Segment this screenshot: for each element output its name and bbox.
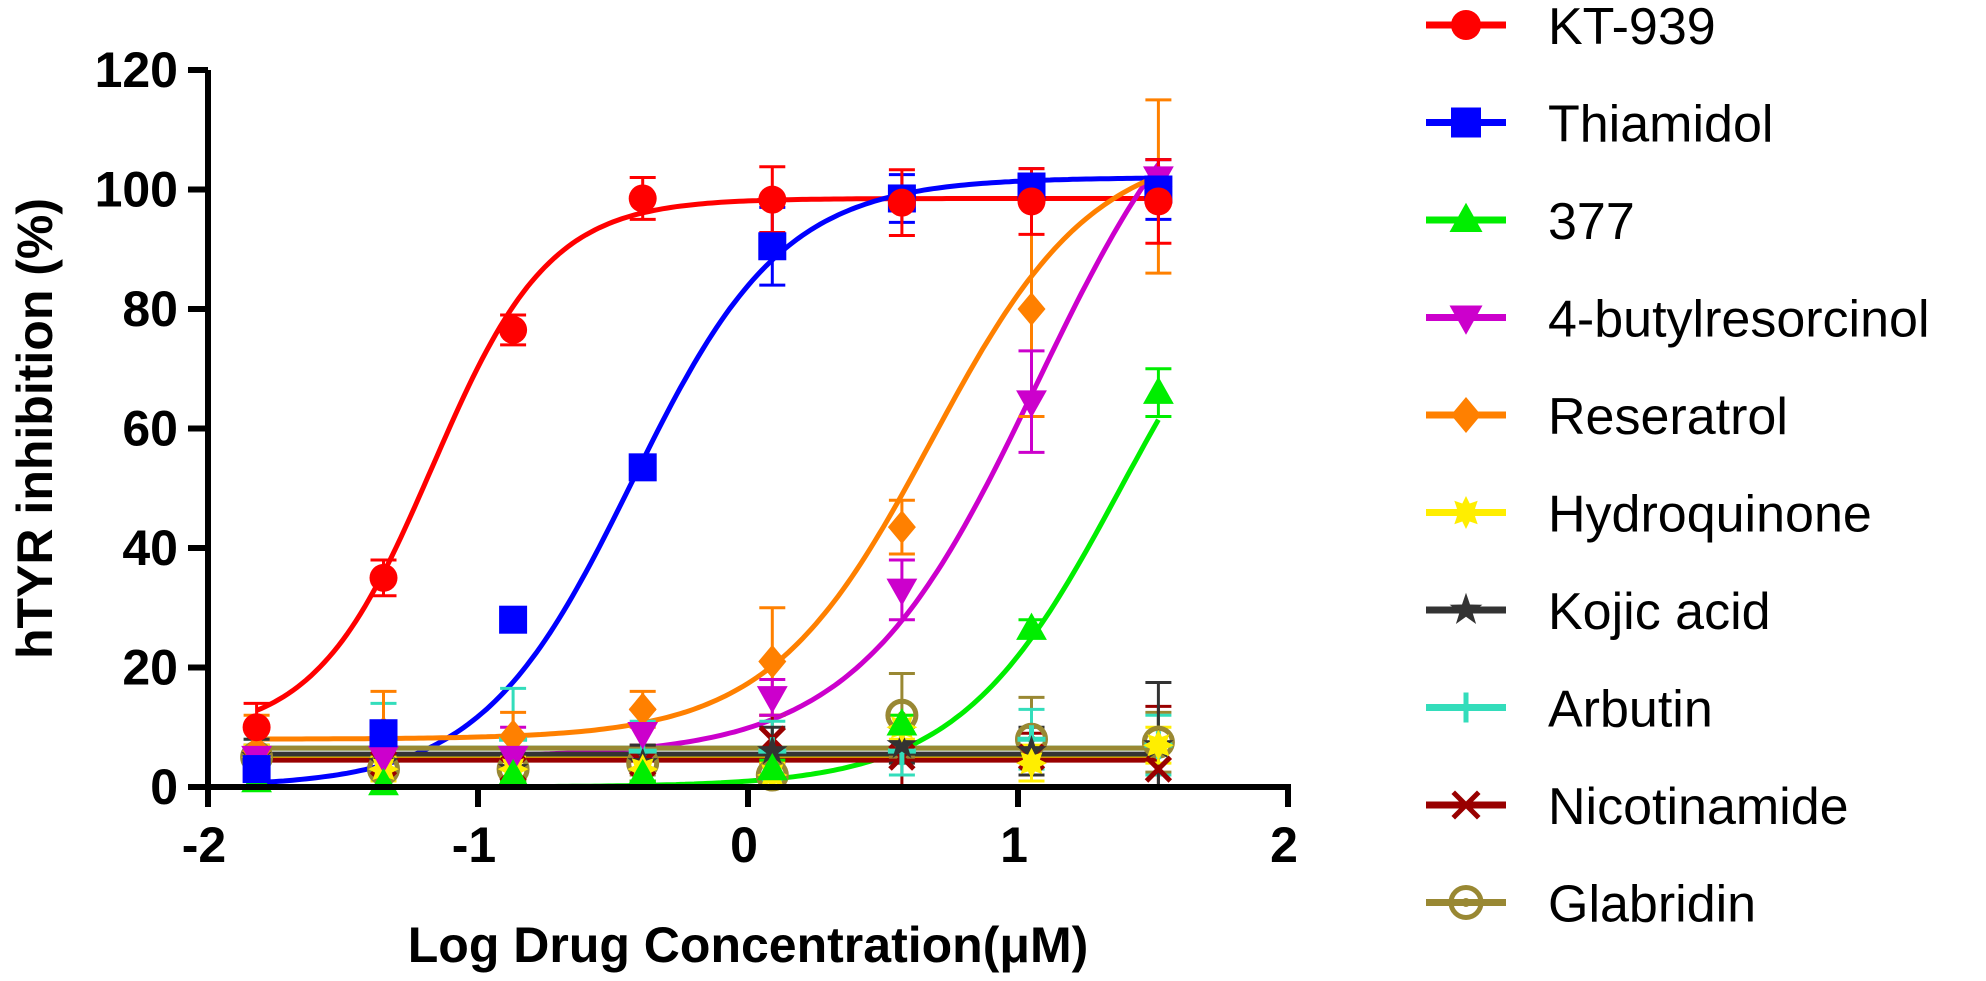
point-kt-939 bbox=[242, 713, 271, 742]
legend-marker-arbutin bbox=[1451, 692, 1481, 723]
point-4-butylresorcinol bbox=[1016, 390, 1047, 418]
legend-item-4-butylresorcinol: 4-butylresorcinol bbox=[1426, 291, 1930, 349]
y-tick-label: 0 bbox=[150, 759, 178, 815]
point-kt-939 bbox=[1144, 187, 1173, 216]
legend-label: Nicotinamide bbox=[1548, 778, 1849, 836]
legend-label: Thiamidol bbox=[1548, 96, 1773, 154]
point-hydroquinone bbox=[1143, 729, 1174, 761]
y-tick-label: 120 bbox=[95, 42, 178, 98]
legend-label: Arbutin bbox=[1548, 681, 1713, 739]
legend-marker-hydroquinone bbox=[1449, 496, 1483, 529]
legend-label: Kojic acid bbox=[1548, 583, 1771, 641]
point-kt-939 bbox=[628, 184, 657, 213]
y-axis-title: hTYR inhibition (%) bbox=[7, 198, 63, 659]
y-tick-label: 40 bbox=[122, 520, 178, 576]
point-thiamidol bbox=[628, 453, 657, 482]
point-reseratrol bbox=[887, 510, 916, 544]
data-markers bbox=[240, 166, 1175, 796]
point-thiamidol bbox=[242, 755, 271, 784]
x-tick-label: 2 bbox=[1270, 817, 1298, 873]
legend-label: 4-butylresorcinol bbox=[1548, 291, 1930, 349]
axes: -2 -1 0 1 2 0 20 40 60 80 100 120 bbox=[95, 42, 1298, 873]
legend-label: Reseratrol bbox=[1548, 388, 1788, 446]
legend-marker-glabridin bbox=[1448, 885, 1484, 920]
fit-curve-4-butylresorcinol bbox=[256, 162, 1161, 760]
legend-item-377: 377 bbox=[1426, 193, 1635, 251]
point-377 bbox=[756, 752, 788, 781]
point-reseratrol bbox=[628, 692, 657, 727]
legend-marker-kt-939 bbox=[1451, 10, 1481, 40]
point-4-butylresorcinol bbox=[886, 578, 918, 606]
legend-marker-nicotinamide bbox=[1451, 790, 1481, 820]
legend-item-nicotinamide: Nicotinamide bbox=[1426, 778, 1849, 836]
x-tick-label: 1 bbox=[1000, 817, 1028, 873]
point-4-butylresorcinol bbox=[368, 745, 399, 774]
x-ticks: -2 -1 0 1 2 bbox=[182, 787, 1298, 873]
legend-item-kojic-acid: Kojic acid bbox=[1426, 583, 1771, 641]
legend-item-kt-939: KT-939 bbox=[1426, 0, 1716, 56]
point-kt-939 bbox=[887, 188, 916, 217]
legend-item-hydroquinone: Hydroquinone bbox=[1426, 486, 1872, 544]
point-377 bbox=[497, 758, 529, 787]
y-tick-label: 100 bbox=[95, 162, 178, 218]
fit-curve-reseratrol bbox=[256, 173, 1160, 742]
x-tick-label: -1 bbox=[452, 817, 496, 873]
point-thiamidol bbox=[758, 232, 787, 261]
point-377 bbox=[886, 708, 918, 736]
point-kojic-acid bbox=[886, 729, 918, 759]
point-reseratrol bbox=[499, 719, 528, 754]
point-hydroquinone bbox=[1016, 747, 1047, 779]
point-kojic-acid bbox=[757, 735, 788, 765]
legend-item-thiamidol: Thiamidol bbox=[1426, 96, 1773, 154]
point-377 bbox=[1143, 376, 1174, 404]
point-kt-939 bbox=[1017, 187, 1046, 216]
x-tick-label: -2 bbox=[182, 817, 226, 873]
legend-label: Hydroquinone bbox=[1548, 486, 1872, 544]
point-thiamidol bbox=[499, 605, 528, 634]
point-kt-939 bbox=[369, 563, 398, 592]
legend-marker-thiamidol bbox=[1451, 107, 1481, 138]
point-thiamidol bbox=[369, 719, 398, 748]
fit-curve-kt-939 bbox=[255, 196, 1159, 713]
plot-area bbox=[240, 98, 1175, 796]
y-ticks: 0 20 40 60 80 100 120 bbox=[95, 42, 208, 815]
y-tick-label: 60 bbox=[122, 401, 178, 457]
point-reseratrol bbox=[758, 644, 787, 679]
point-377 bbox=[1016, 612, 1047, 640]
y-tick-label: 80 bbox=[122, 281, 178, 337]
point-377 bbox=[627, 758, 659, 787]
fit-curves bbox=[255, 162, 1161, 790]
legend-item-arbutin: Arbutin bbox=[1426, 681, 1713, 739]
legend-marker-reseratrol bbox=[1451, 397, 1481, 433]
legend-label: 377 bbox=[1548, 193, 1635, 251]
point-reseratrol bbox=[1017, 292, 1046, 326]
x-axis-title: Log Drug Concentration(μM) bbox=[408, 917, 1089, 973]
legend-label: KT-939 bbox=[1548, 0, 1716, 56]
legend-item-glabridin: Glabridin bbox=[1426, 876, 1756, 934]
point-kt-939 bbox=[758, 185, 787, 214]
point-4-butylresorcinol bbox=[756, 686, 788, 714]
legend-label: Glabridin bbox=[1548, 876, 1756, 934]
point-4-butylresorcinol bbox=[627, 722, 659, 750]
point-kt-939 bbox=[499, 315, 528, 344]
legend-marker-377 bbox=[1449, 202, 1483, 232]
y-tick-label: 20 bbox=[122, 640, 178, 696]
point-nicotinamide bbox=[1144, 755, 1173, 783]
x-tick-label: 0 bbox=[730, 817, 758, 873]
legend: KT-939 Thiamidol 377 4-butylresorcinol Reser… bbox=[1426, 0, 1930, 934]
legend-item-reseratrol: Reseratrol bbox=[1426, 388, 1788, 446]
legend-marker-4-butylresorcinol bbox=[1449, 305, 1483, 335]
legend-marker-kojic-acid bbox=[1449, 592, 1483, 624]
